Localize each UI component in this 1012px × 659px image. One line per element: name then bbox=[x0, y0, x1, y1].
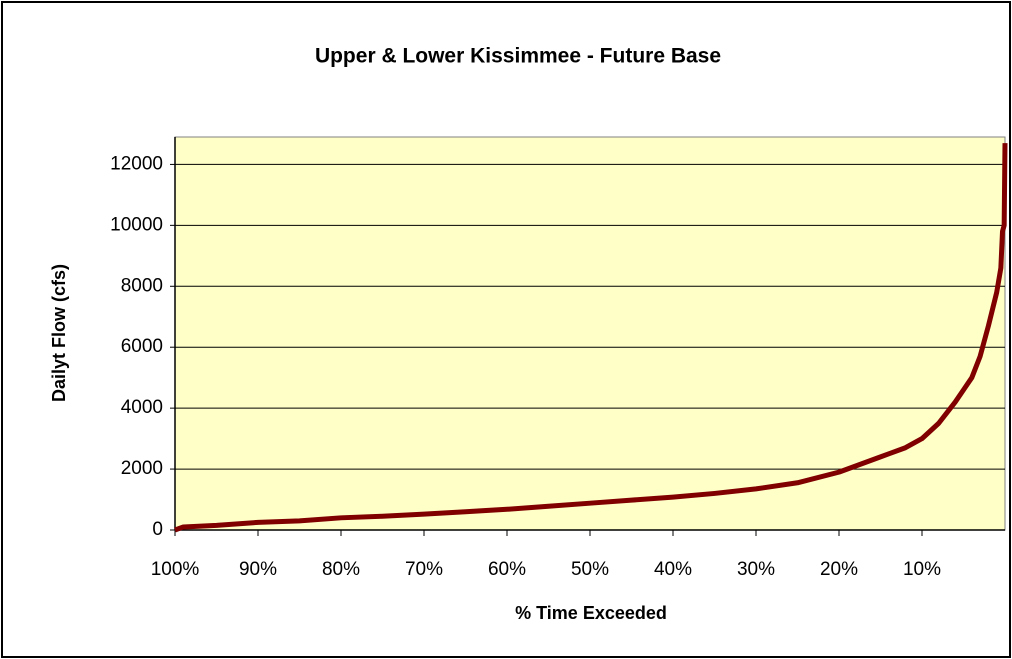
x-tick-label: 20% bbox=[820, 559, 858, 580]
y-tick-label: 6000 bbox=[121, 336, 163, 357]
x-tick-label: 40% bbox=[654, 559, 692, 580]
x-tick-label: 70% bbox=[405, 559, 443, 580]
y-tick-label: 8000 bbox=[121, 275, 163, 296]
x-tick-label: 80% bbox=[322, 559, 360, 580]
x-tick-label: 10% bbox=[903, 559, 941, 580]
y-tick-label: 2000 bbox=[121, 458, 163, 479]
x-tick-label: 30% bbox=[737, 559, 775, 580]
y-tick-label: 0 bbox=[152, 519, 163, 540]
plot-area bbox=[174, 136, 1006, 531]
flow-line bbox=[174, 143, 1008, 533]
y-tick-label: 4000 bbox=[121, 397, 163, 418]
x-axis-title: % Time Exceeded bbox=[515, 603, 667, 623]
x-tick-label: 50% bbox=[571, 559, 609, 580]
y-tick-label: 12000 bbox=[110, 153, 163, 174]
chart-title: Upper & Lower Kissimmee - Future Base bbox=[315, 45, 721, 68]
x-tick-label: 60% bbox=[488, 559, 526, 580]
y-axis-title: Dailyt Flow (cfs) bbox=[49, 264, 69, 402]
y-tick-label: 10000 bbox=[110, 214, 163, 235]
x-tick-label: 100% bbox=[151, 559, 200, 580]
x-tick-label: 90% bbox=[239, 559, 277, 580]
